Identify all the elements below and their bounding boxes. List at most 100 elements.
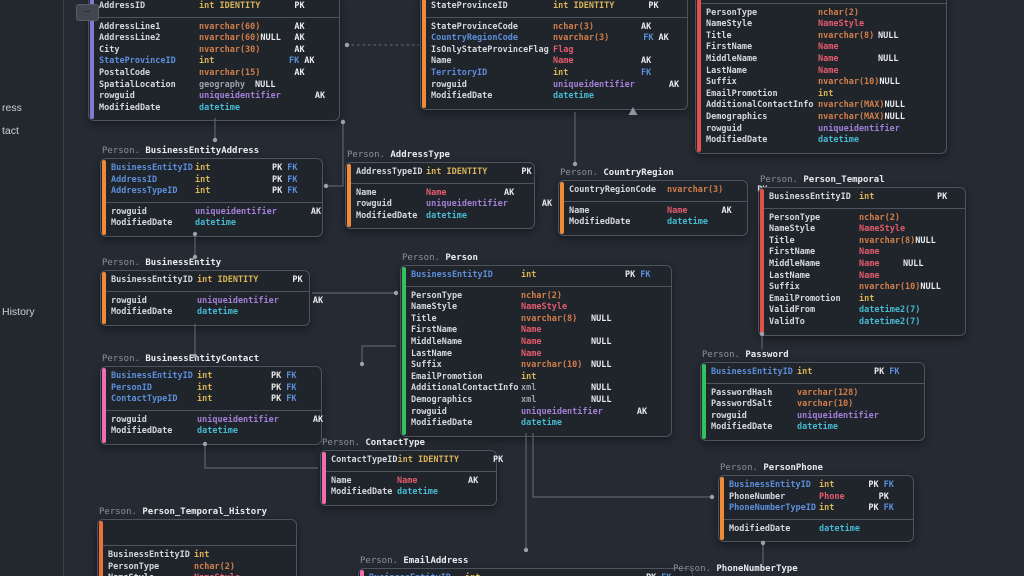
column-row: FirstName Name [411,325,665,337]
column-row: MiddleName Name NULL [769,259,959,271]
table-panel-Person_Temporal_History[interactable]: BusinessEntityID int PersonType nchar(2)Nam… [97,519,297,576]
column-type: Name [859,258,880,269]
key-flags: AK [313,296,337,308]
column-type: varchar(10) [797,399,854,410]
pk-section: BusinessEntityID int PK FK [405,266,671,286]
table-schema: Person. [322,438,366,448]
null-flag [281,91,315,103]
column-name: MiddleName [706,53,758,64]
column-name: ValidTo [769,316,805,327]
column-name: BusinessEntityID [111,275,193,285]
accent-stripe [697,0,701,152]
column-type: datetime [195,218,236,229]
column-name: PasswordHash [711,387,773,398]
column-name: PersonType [108,561,160,572]
column-name: BusinessEntityID [769,192,851,202]
null-flag [238,426,272,438]
accent-stripe [760,189,764,334]
column-type: Name [553,56,574,67]
table-panel-address-partial[interactable]: AddressID int IDENTITY PK AddressLine1 nvarc… [88,0,340,122]
table-panel-person-top-partial[interactable]: PersonType nchar(2) NameStyle NameStyle Titl… [695,0,947,154]
column-name: rowguid [111,295,147,306]
table-name: PhoneNumberType [716,564,798,574]
column-name: Title [769,235,795,246]
table-name: Person [445,253,478,263]
table-panel-PersonPhone[interactable]: BusinessEntityID int PK FK PhoneNumber Phone P… [718,475,914,543]
table-panel-CountryRegion[interactable]: CountryRegionCodenvarchar(3)PKNameNameAK… [558,180,768,236]
column-name: Title [411,313,437,324]
table-panel-stateprovince-partial[interactable]: StateProvinceID int IDENTITY PK StateProvin… [420,0,688,110]
null-flag [878,42,912,54]
sidebar-item-history[interactable]: History [2,306,35,318]
column-row: ModifiedDate datetime [111,218,316,230]
key-flags: PK FK [625,270,665,282]
table-panel-BusinessEntityContact[interactable]: BusinessEntityID int PK FK PersonID int PK FK Co… [100,366,323,445]
column-name: ModifiedDate [331,487,393,498]
column-name: PersonType [769,212,821,223]
sidebar: ress tact History [0,0,64,576]
key-flags [919,100,947,112]
table-schema: Person. [760,175,804,185]
key-flag-pk: PK [868,480,879,490]
accent-stripe [560,182,564,234]
column-name: rowguid [411,406,447,417]
pk-section: BusinessEntityID int PK FK AddressID int PK FK A… [105,159,322,202]
column-row: PersonID int PK FK [111,383,315,395]
table-stateprovince-partial: StateProvinceID int IDENTITY PK StateProvin… [420,0,688,110]
null-flag [687,206,721,218]
column-row: BusinessEntityID int PK FK [711,367,918,379]
column-type: int IDENTITY [199,1,261,11]
column-type: int [819,503,835,514]
null-flag: NULL [591,383,612,394]
column-type: Name [818,42,839,53]
column-name: BusinessEntityID [369,573,465,576]
column-name: Suffix [706,77,737,88]
column-row: PasswordHash varchar(128) [711,388,918,400]
accent-stripe [347,164,351,228]
sidebar-item-tact[interactable]: tact [2,125,19,137]
table-panel-BusinessEntityAddress[interactable]: BusinessEntityID int PK FK AddressID int PK FK A… [100,158,323,237]
column-row: Title nvarchar(8) NULL [769,236,959,248]
null-flag [591,418,625,430]
table-panel-AddressType[interactable]: AddressTypeID int IDENTITY PK Name Name AK row… [345,162,552,230]
key-flags: AK [504,188,528,200]
table-panel-Person[interactable]: BusinessEntityID int PK FK PersonType nchar(2… [400,265,672,437]
column-row: LastName Name [769,271,959,283]
column-name: ModifiedDate [111,426,173,437]
column-name: rowguid [111,206,147,217]
column-name: StateProvinceCode [431,21,518,32]
connector-dot-icon [393,290,399,296]
column-name: Name [569,205,590,216]
table-panel-ContactType[interactable]: ContactTypeID int IDENTITY PK Name Name AK Mod… [320,450,503,506]
key-flags: PK FK [271,394,315,406]
null-flag [903,213,937,225]
key-flags: AK [313,415,357,427]
key-flag-ak: AK [641,21,652,32]
column-type: int [199,56,215,67]
column-type: NameStyle [521,302,568,313]
key-flags [954,305,976,317]
key-flags: AK [669,80,709,92]
column-type: nvarchar(3) [553,33,610,44]
minimize-button[interactable]: — [76,4,99,21]
key-flags [939,224,961,236]
pk-section: BusinessEntityID int PK FK [705,363,924,383]
key-flags [949,236,971,248]
pk-section: ContactTypeID int IDENTITY PK [325,451,503,471]
column-row: Demographics nvarchar(MAX) NULL [706,112,940,124]
column-type: int [819,480,835,490]
null-flag [858,388,892,400]
column-type: uniqueidentifier [426,199,508,210]
table-panel-Person_Temporal[interactable]: BusinessEntityID int PK PersonType nchar(2) N… [758,187,966,336]
table-panel-BusinessEntity[interactable]: BusinessEntityID int IDENTITY PK rowguid uni… [100,270,323,326]
pk-section: BusinessEntityID int PK FK PhoneNumber Phone P… [723,476,913,519]
table-panel-Password[interactable]: BusinessEntityID int PK FK PasswordHash varch… [700,362,925,441]
key-flags [894,524,934,536]
sidebar-item-ress[interactable]: ress [2,102,22,114]
column-row: Name Name AK [569,206,741,218]
column-name: ValidFrom [769,305,816,316]
column-row: Name Name AK [331,476,490,488]
column-name: NameStyle [411,302,458,313]
